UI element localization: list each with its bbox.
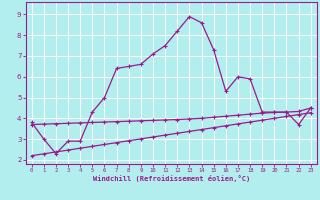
X-axis label: Windchill (Refroidissement éolien,°C): Windchill (Refroidissement éolien,°C) bbox=[92, 175, 250, 182]
